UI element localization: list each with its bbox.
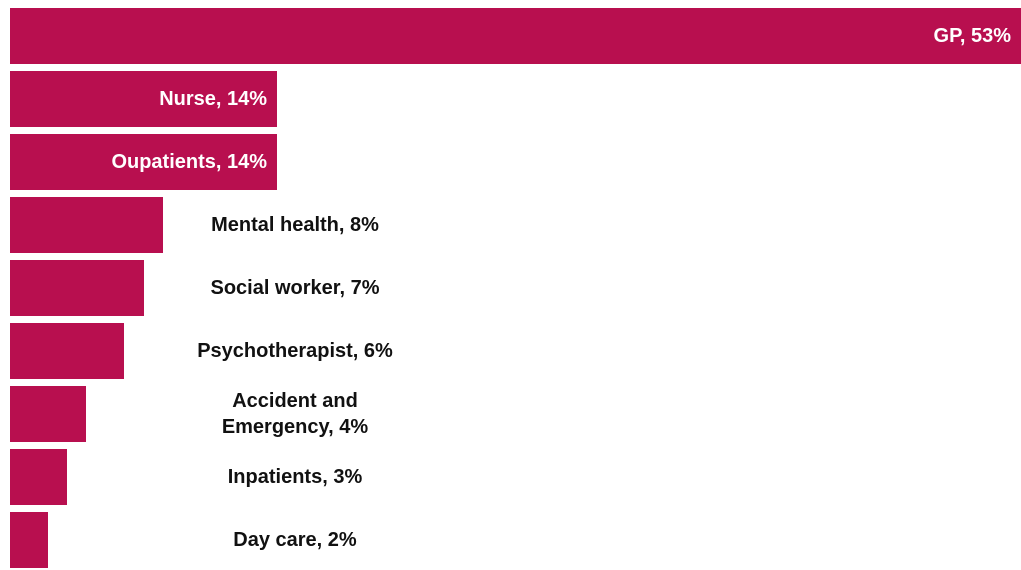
data-label: Mental health, 8%	[211, 214, 379, 236]
bar	[10, 512, 49, 568]
bar	[10, 323, 125, 379]
data-label: Inpatients, 3%	[227, 466, 363, 488]
bar	[10, 260, 144, 316]
data-label: GP, 53%	[933, 25, 1011, 47]
bar	[10, 386, 87, 442]
data-label: Nurse, 14%	[159, 88, 268, 110]
bar	[10, 8, 1021, 64]
bar	[10, 197, 163, 253]
data-label: Oupatients, 14%	[111, 151, 268, 173]
data-label: Social worker, 7%	[210, 277, 380, 299]
bar	[10, 449, 68, 505]
bar	[10, 134, 278, 190]
data-label: Accident and Emergency, 4%	[221, 390, 369, 438]
bar	[10, 71, 278, 127]
data-label: Day care, 2%	[233, 529, 357, 551]
data-label: Psychotherapist, 6%	[197, 340, 393, 362]
